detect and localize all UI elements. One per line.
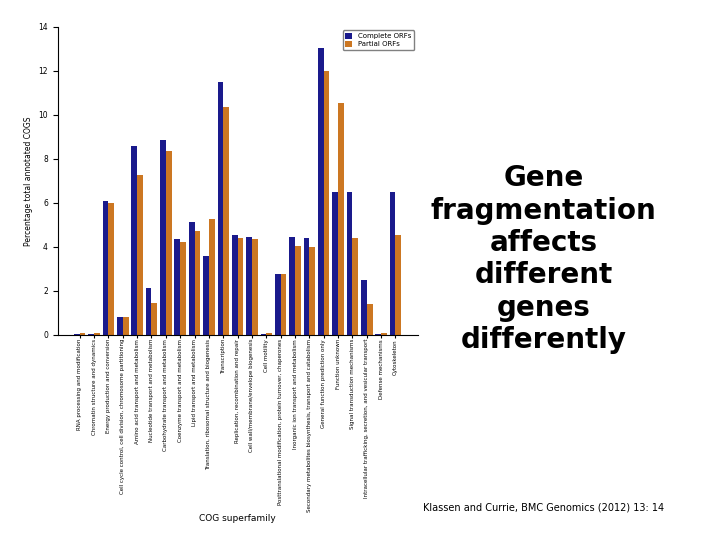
Bar xyxy=(289,237,295,335)
Bar xyxy=(189,221,194,335)
Bar xyxy=(89,334,94,335)
Bar xyxy=(174,239,180,335)
Bar xyxy=(361,280,366,335)
Bar xyxy=(203,255,209,335)
Bar xyxy=(347,192,352,335)
Bar xyxy=(80,333,86,335)
Bar xyxy=(194,232,200,335)
Bar xyxy=(151,303,157,335)
Bar xyxy=(166,151,171,335)
Bar xyxy=(375,334,381,335)
Bar xyxy=(333,192,338,335)
Bar xyxy=(117,317,123,335)
Bar xyxy=(160,140,166,335)
Bar xyxy=(232,235,238,335)
Bar xyxy=(131,146,137,335)
Bar xyxy=(238,238,243,335)
Text: Klassen and Currie, BMC Genomics (2012) 13: 14: Klassen and Currie, BMC Genomics (2012) … xyxy=(423,503,664,512)
Text: COG superfamily: COG superfamily xyxy=(199,514,276,523)
Bar xyxy=(261,334,266,335)
Text: Gene
fragmentation
affects
different
genes
differently: Gene fragmentation affects different gen… xyxy=(431,164,657,354)
Bar xyxy=(209,219,215,335)
Bar xyxy=(395,235,401,335)
Bar xyxy=(310,247,315,335)
Legend: Complete ORFs, Partial ORFs: Complete ORFs, Partial ORFs xyxy=(343,30,414,50)
Bar xyxy=(217,82,223,335)
Bar xyxy=(74,334,80,335)
Y-axis label: Percentage total annotated COGS: Percentage total annotated COGS xyxy=(24,116,32,246)
Bar xyxy=(304,238,310,335)
Bar xyxy=(390,192,395,335)
Bar xyxy=(338,103,344,335)
Bar xyxy=(252,239,258,335)
Bar xyxy=(366,304,372,335)
Bar xyxy=(266,333,272,335)
Bar xyxy=(145,287,151,335)
Bar xyxy=(295,246,301,335)
Bar xyxy=(318,48,324,335)
Bar xyxy=(109,203,114,335)
Bar xyxy=(180,242,186,335)
Bar xyxy=(324,71,330,335)
Bar xyxy=(381,333,387,335)
Bar xyxy=(246,237,252,335)
Bar xyxy=(352,238,358,335)
Bar xyxy=(223,107,229,335)
Bar xyxy=(123,317,128,335)
Bar xyxy=(103,201,109,335)
Bar xyxy=(275,274,281,335)
Bar xyxy=(94,333,100,335)
Bar xyxy=(281,274,287,335)
Bar xyxy=(137,176,143,335)
